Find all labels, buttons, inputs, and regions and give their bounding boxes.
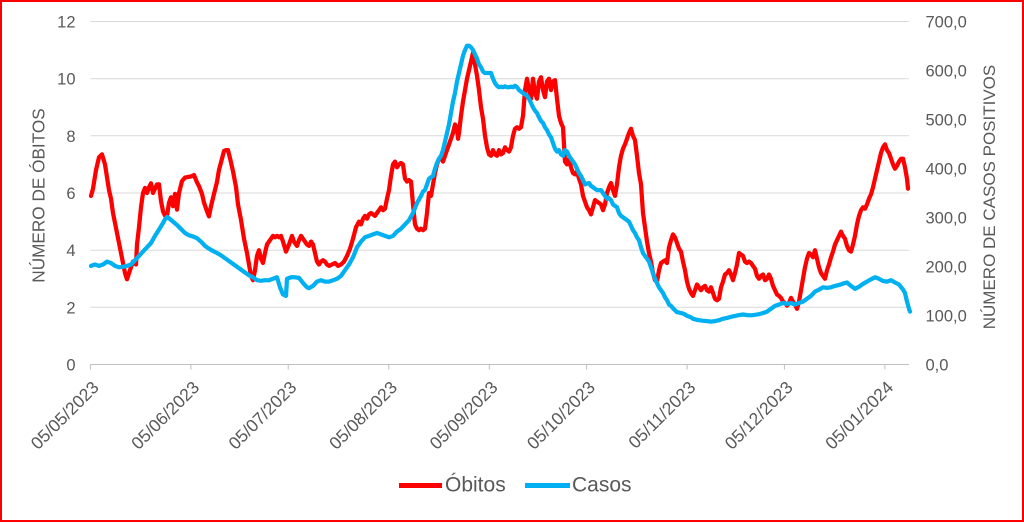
- svg-text:05/05/2023: 05/05/2023: [27, 377, 103, 453]
- svg-text:700,0: 700,0: [926, 14, 967, 32]
- svg-text:8: 8: [66, 128, 75, 146]
- svg-text:05/12/2023: 05/12/2023: [721, 377, 797, 453]
- svg-text:NÚMERO DE CASOS POSITIVOS: NÚMERO DE CASOS POSITIVOS: [980, 65, 999, 330]
- svg-text:600,0: 600,0: [926, 63, 967, 81]
- svg-text:0,0: 0,0: [926, 357, 949, 375]
- svg-text:0: 0: [66, 357, 75, 375]
- svg-text:NÚMERO DE ÓBITOS: NÚMERO DE ÓBITOS: [29, 108, 49, 282]
- svg-text:200,0: 200,0: [926, 259, 967, 277]
- svg-text:4: 4: [66, 242, 75, 260]
- svg-text:10: 10: [57, 71, 75, 89]
- svg-text:500,0: 500,0: [926, 112, 967, 130]
- svg-text:05/07/2023: 05/07/2023: [224, 377, 300, 453]
- svg-text:6: 6: [66, 185, 75, 203]
- svg-text:400,0: 400,0: [926, 161, 967, 179]
- svg-text:Óbitos: Óbitos: [445, 474, 506, 497]
- svg-text:300,0: 300,0: [926, 210, 967, 228]
- svg-text:05/10/2023: 05/10/2023: [523, 377, 599, 453]
- svg-text:12: 12: [57, 14, 75, 32]
- svg-text:05/01/2024: 05/01/2024: [821, 377, 897, 453]
- svg-text:100,0: 100,0: [926, 308, 967, 326]
- svg-text:05/09/2023: 05/09/2023: [426, 377, 502, 453]
- svg-text:05/08/2023: 05/08/2023: [325, 377, 401, 453]
- svg-text:2: 2: [66, 299, 75, 317]
- svg-text:05/11/2023: 05/11/2023: [624, 377, 699, 452]
- svg-text:05/06/2023: 05/06/2023: [127, 377, 203, 453]
- svg-text:Casos: Casos: [572, 474, 632, 497]
